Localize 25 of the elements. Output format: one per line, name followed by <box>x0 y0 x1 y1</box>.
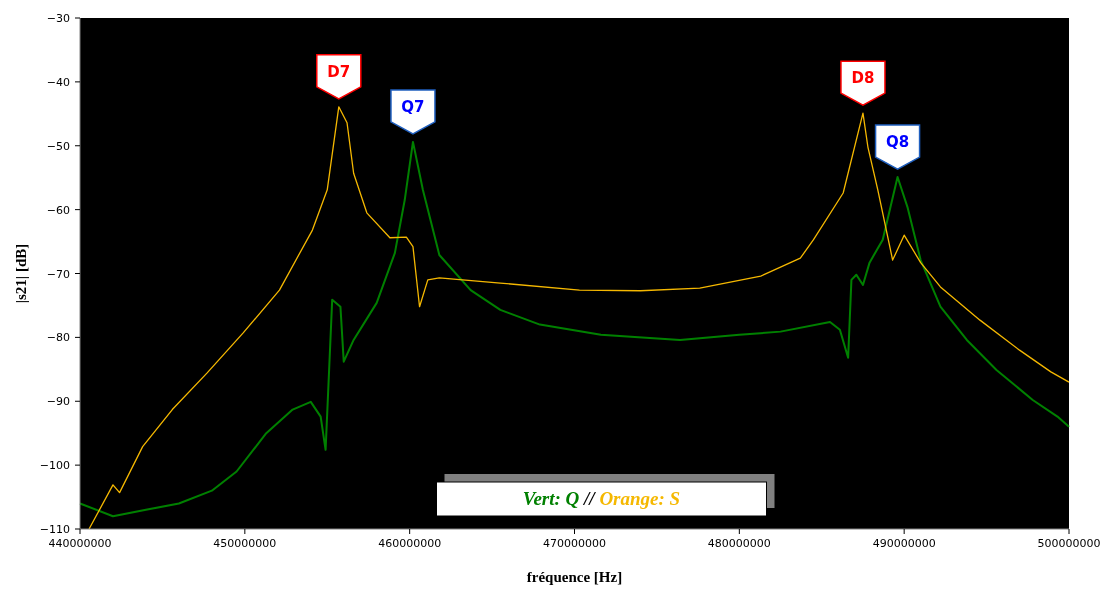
text: Vert: Q <box>522 488 580 509</box>
x-tick-label: 500000000 <box>1037 537 1101 550</box>
y-tick-label: −40 <box>46 75 70 89</box>
text: Orange: S <box>599 488 681 509</box>
annotation: D8 <box>851 69 875 88</box>
y-tick-label: −80 <box>46 331 70 345</box>
annotation: Q8 <box>885 133 910 152</box>
y-tick-label: −30 <box>46 12 70 25</box>
y-tick-label: −90 <box>46 395 70 409</box>
annotation: Q7 <box>401 97 425 116</box>
annotation: // <box>579 488 600 509</box>
x-tick-label: 470000000 <box>543 537 606 550</box>
y-tick-label: −70 <box>46 267 70 281</box>
x-tick-label: 460000000 <box>378 537 442 550</box>
y-tick-label: −50 <box>46 139 70 153</box>
x-tick-label: 450000000 <box>213 537 277 550</box>
x-tick-label: 490000000 <box>872 537 936 550</box>
x-tick-label: 440000000 <box>48 537 112 550</box>
x-tick-label: 480000000 <box>707 537 771 550</box>
y-tick-label: −100 <box>39 459 70 473</box>
x-axis-title: fréquence [Hz] <box>526 569 623 585</box>
annotation: D7 <box>327 62 351 81</box>
y-tick-label: −110 <box>39 523 70 536</box>
y-tick-label: −60 <box>46 203 70 217</box>
y-axis-title: |s21| [dB] <box>13 243 29 304</box>
